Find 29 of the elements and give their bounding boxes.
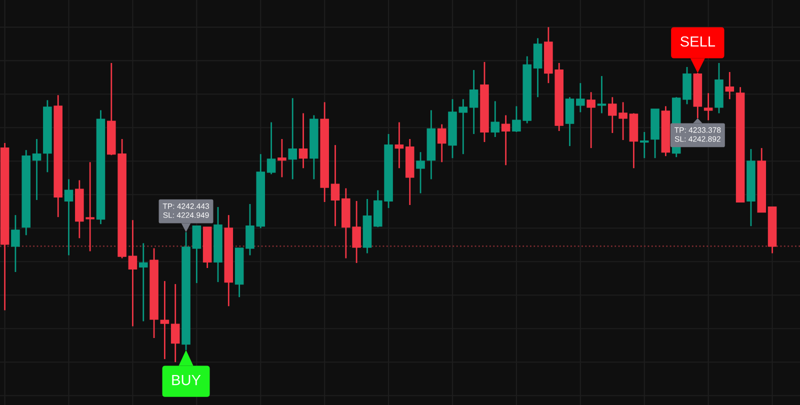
candlestick [32,138,42,201]
candlestick [394,122,404,169]
candlestick [266,122,276,175]
candlestick [725,71,734,100]
candlestick [533,37,542,98]
candlestick [437,124,446,163]
candlestick [138,242,148,322]
annotation: SELL [680,36,716,47]
candlestick [416,151,425,194]
candlestick [11,214,20,273]
annotation: BUY [172,375,201,386]
candlestick [288,97,297,180]
candlestick [192,225,202,284]
candlestick [576,82,585,113]
candlestick [278,138,286,178]
candlestick [586,91,596,149]
candlestick [640,131,649,159]
candlestick [704,92,713,121]
candlestick [298,112,308,169]
candlestick [128,219,138,327]
candlestick [490,100,500,138]
candlestick [330,144,340,227]
candlestick [597,75,606,114]
candlestick [501,114,510,166]
candlestick [170,283,180,363]
candlestick [64,178,74,256]
candlestick [458,98,468,155]
candlestick [160,280,170,360]
candlestick [469,69,478,135]
